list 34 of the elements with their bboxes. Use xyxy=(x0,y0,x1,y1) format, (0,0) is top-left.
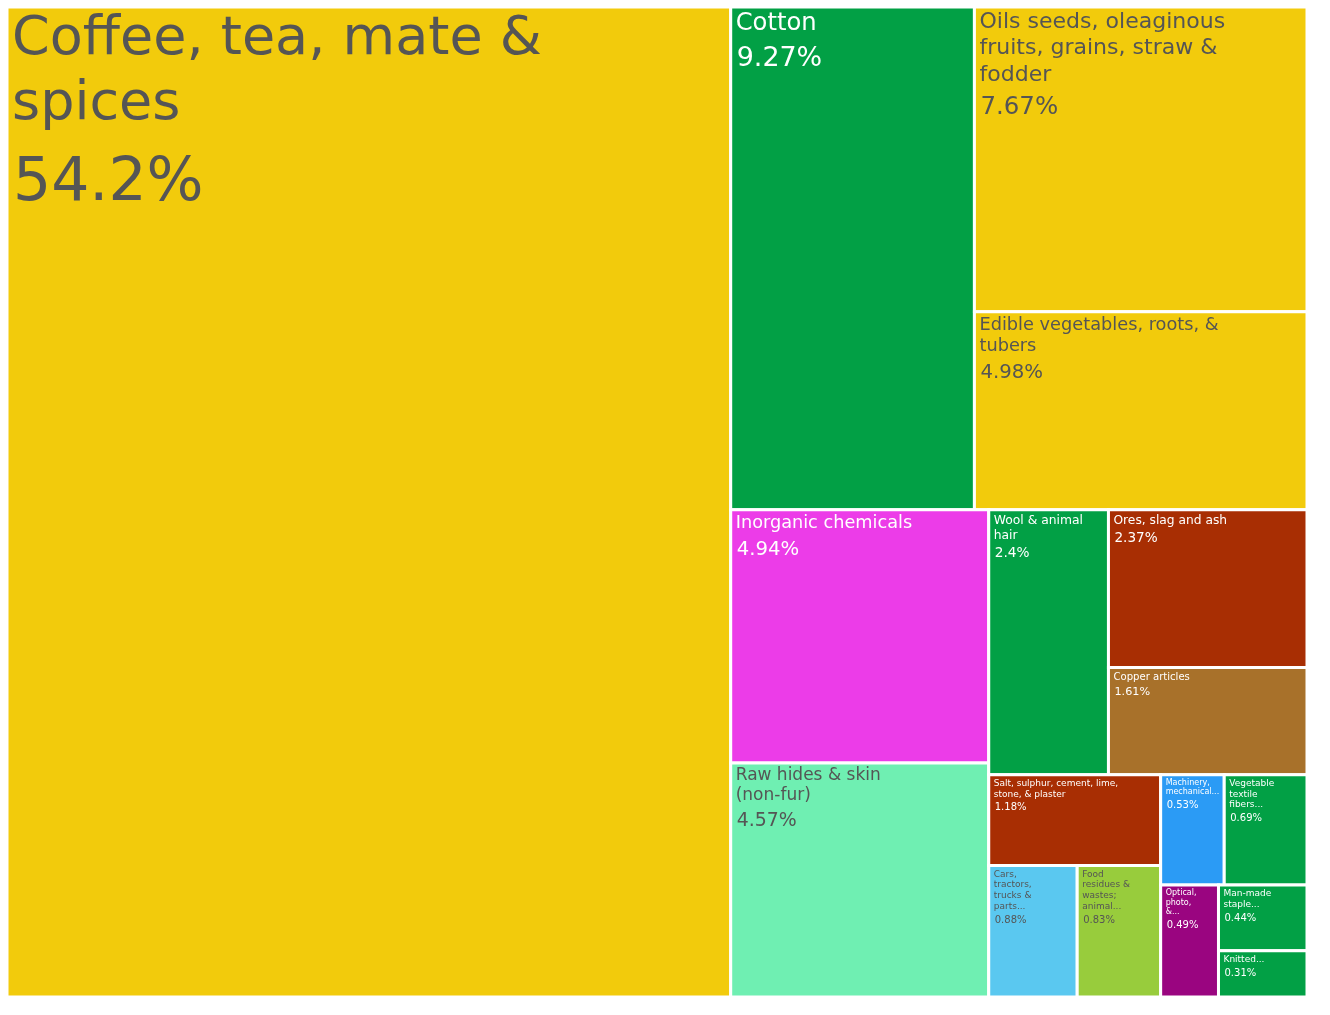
category-label: Optical, photo, &... xyxy=(1165,887,1197,917)
category-label: Machinery, mechanical... xyxy=(1165,777,1220,797)
category-label: Cotton xyxy=(735,8,817,36)
category-label: Wool & animal hair xyxy=(993,512,1083,542)
data-label: 0.83% xyxy=(1083,913,1115,925)
data-label: 0.53% xyxy=(1166,798,1199,810)
category-label: Ores, slag and ash xyxy=(1113,512,1228,527)
data-label: 4.94% xyxy=(736,536,800,560)
category-label: Coffee, tea, mate & spices xyxy=(12,4,542,132)
data-label: 4.57% xyxy=(736,808,797,831)
data-label: 0.31% xyxy=(1224,966,1257,978)
category-label: Inorganic chemicals xyxy=(735,511,913,532)
data-label: 0.88% xyxy=(994,913,1027,925)
category-label: Oils seeds, oleaginous fruits, grains, straw & fodder xyxy=(979,8,1226,86)
category-label: Knitted... xyxy=(1223,953,1265,964)
data-label: 4.98% xyxy=(980,360,1044,384)
data-label: 0.49% xyxy=(1166,918,1199,930)
data-label: 1.18% xyxy=(994,801,1027,813)
data-label: 2.4% xyxy=(994,544,1030,561)
category-label: Man-made staple... xyxy=(1223,887,1272,909)
category-label: Raw hides & skin (non-fur) xyxy=(735,763,881,805)
data-label: 0.44% xyxy=(1224,911,1257,923)
category-label: Food residues & wastes; animal... xyxy=(1082,868,1130,911)
category-label: Salt, sulphur, cement, lime, stone, & plaster xyxy=(993,777,1119,799)
category-label: Edible vegetables, roots, & tubers xyxy=(979,313,1219,356)
data-label: 54.2% xyxy=(13,143,204,214)
data-label: 9.27% xyxy=(736,41,823,73)
category-label: Cars, tractors, trucks & parts... xyxy=(993,868,1032,911)
data-label: 2.37% xyxy=(1114,529,1158,546)
data-label: 1.61% xyxy=(1114,684,1151,698)
data-label: 7.67% xyxy=(980,91,1059,121)
category-label: Copper articles xyxy=(1113,670,1190,682)
category-label: Vegetable textile fibers... xyxy=(1229,777,1275,810)
data-label: 0.69% xyxy=(1230,812,1263,824)
